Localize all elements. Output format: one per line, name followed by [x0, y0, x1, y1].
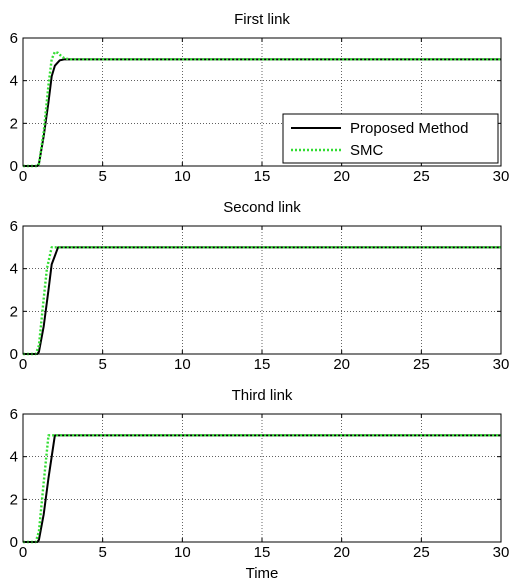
x-tick-label: 25 — [413, 544, 430, 561]
x-tick-label: 15 — [254, 544, 271, 561]
x-tick-label: 15 — [254, 168, 271, 185]
y-tick-label: 6 — [10, 218, 18, 235]
panel-1: 0 5 10 15 20 25 30 0 2 4 6 First link Proposed Metho… — [10, 11, 510, 185]
x-tick-label: 5 — [98, 356, 106, 373]
y-tick-label: 4 — [10, 449, 18, 466]
x-tick-label: 5 — [98, 544, 106, 561]
x-tick-label: 10 — [174, 544, 191, 561]
y-tick-label: 2 — [10, 115, 18, 132]
x-tick-label: 20 — [333, 168, 350, 185]
panel-title: Third link — [232, 387, 293, 404]
x-tick-label: 5 — [98, 168, 106, 185]
legend-entry: Proposed Method — [350, 120, 468, 137]
x-tick-label: 0 — [19, 544, 27, 561]
x-tick-label: 25 — [413, 356, 430, 373]
x-axis-label: Time — [246, 565, 279, 582]
legend-entry: SMC — [350, 142, 384, 159]
y-tick-label: 2 — [10, 491, 18, 508]
panel-2: 0 5 10 15 20 25 30 0 2 4 6 Second link — [10, 199, 510, 373]
x-tick-label: 0 — [19, 168, 27, 185]
x-tick-label: 20 — [333, 544, 350, 561]
legend-box — [282, 113, 499, 164]
y-tick-label: 6 — [10, 406, 18, 423]
panel-title: Second link — [223, 199, 301, 216]
series-line-smc — [23, 50, 501, 168]
series-line-smc — [23, 434, 501, 544]
y-tick-label: 4 — [10, 73, 18, 90]
x-tick-label: 30 — [493, 168, 510, 185]
x-tick-label: 10 — [174, 168, 191, 185]
x-tick-label: 15 — [254, 356, 271, 373]
x-tick-label: 25 — [413, 168, 430, 185]
x-tick-label: 0 — [19, 356, 27, 373]
x-tick-label: 30 — [493, 356, 510, 373]
y-tick-label: 0 — [10, 534, 18, 551]
legend: Proposed Method SMC — [282, 113, 499, 164]
x-tick-label: 20 — [333, 356, 350, 373]
panel-3: 0 5 10 15 20 25 30 0 2 4 6 Third link — [10, 387, 510, 561]
y-tick-label: 6 — [10, 30, 18, 47]
y-tick-label: 0 — [10, 158, 18, 175]
series-line-proposed-method — [23, 246, 501, 355]
y-tick-label: 2 — [10, 303, 18, 320]
panel-title: First link — [234, 11, 290, 28]
y-tick-label: 0 — [10, 346, 18, 363]
y-tick-label: 4 — [10, 261, 18, 278]
series-line-proposed-method — [23, 58, 501, 167]
x-tick-label: 30 — [493, 544, 510, 561]
x-tick-label: 10 — [174, 356, 191, 373]
